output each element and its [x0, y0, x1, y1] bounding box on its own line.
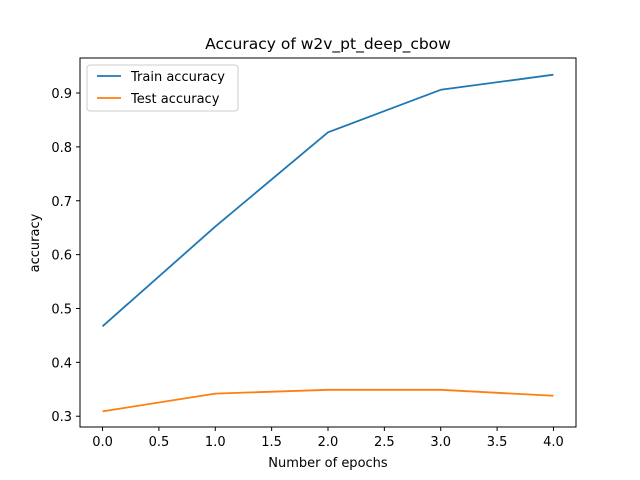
y-tick-label: 0.8 [51, 141, 72, 156]
series-line-test-accuracy [102, 388, 554, 413]
legend-label-test: Test accuracy [130, 92, 220, 107]
x-tick-label: 3.0 [430, 435, 451, 450]
y-tick-label: 0.4 [51, 356, 72, 371]
y-axis-ticks: 0.3 0.4 0.5 0.6 0.7 0.8 0.9 [51, 87, 80, 425]
x-axis-ticks: 0.0 0.5 1.0 1.5 2.0 2.5 3.0 3.5 4.0 [92, 427, 564, 450]
x-tick-label: 2.0 [318, 435, 339, 450]
y-tick-label: 0.5 [51, 302, 72, 317]
y-tick-label: 0.6 [51, 249, 72, 264]
x-tick-label: 2.5 [374, 435, 395, 450]
y-tick-label: 0.9 [51, 87, 72, 102]
legend: Train accuracy Test accuracy [86, 64, 239, 112]
axes-frame [79, 57, 577, 428]
legend-label-train: Train accuracy [130, 70, 225, 85]
x-tick-label: 1.0 [205, 435, 226, 450]
y-tick-label: 0.3 [51, 410, 72, 425]
x-axis-label: Number of epochs [268, 456, 388, 471]
x-tick-label: 1.5 [261, 435, 282, 450]
legend-box [86, 64, 239, 112]
x-tick-label: 4.0 [543, 435, 564, 450]
y-axis-label: accuracy [28, 213, 43, 272]
x-tick-label: 0.5 [149, 435, 170, 450]
series-line-train-accuracy [101, 73, 554, 327]
plot-area [101, 73, 554, 413]
x-tick-label: 3.5 [487, 435, 508, 450]
y-tick-label: 0.7 [51, 195, 72, 210]
chart-title: Accuracy of w2v_pt_deep_cbow [205, 35, 451, 54]
x-tick-label: 0.0 [92, 435, 113, 450]
